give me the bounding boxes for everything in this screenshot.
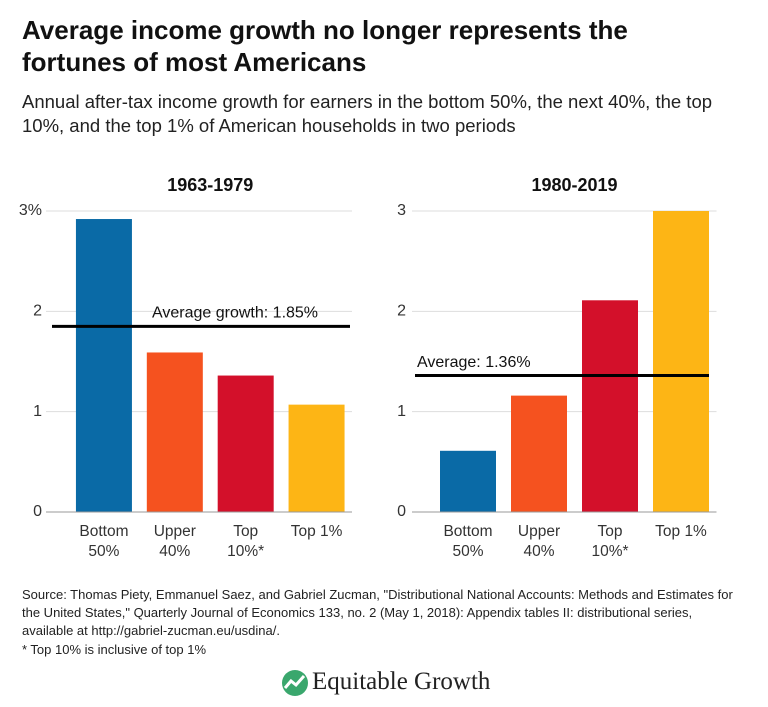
x-tick-label: Bottom 50% [79,523,129,560]
bar [582,300,638,512]
bar [217,375,274,512]
x-tick-label: Top 10%* [591,523,629,560]
subtitle: Annual after-tax income growth for earne… [22,91,713,136]
average-label: Average: 1.36% [417,354,531,371]
panel-title: 1980-2019 [531,175,617,195]
x-tick-label: Upper 40% [153,523,196,560]
bar [653,211,709,512]
footnote: * Top 10% is inclusive of top 1% [22,642,207,657]
source: Source: Thomas Piety, Emmanuel Saez, and… [22,587,733,638]
chart: 1963-1979 0 1 2 3% Average growth: 1.85% 1980-… [19,175,717,520]
x-tick-label: Bottom 50% [443,523,493,560]
x-tick-label: Top 10%* [227,523,265,560]
y-tick-label: 2 [397,303,406,320]
y-tick-label: 1 [33,403,42,420]
x-tick-label: Upper 40% [517,523,561,560]
average-label: Average growth: 1.85% [152,305,318,322]
panel-title: 1963-1979 [167,175,253,195]
y-tick-label: 0 [397,503,406,520]
y-tick-label: 3% [19,202,42,219]
x-tick-label: Top 1% [655,523,707,540]
x-tick-label: Top 1% [290,523,343,540]
title: Average income growth no longer represen… [22,15,628,77]
bar [146,352,203,512]
y-tick-label: 3 [397,202,406,219]
y-tick-label: 2 [33,303,42,320]
brand: Equitable Growth [312,668,491,695]
y-tick-label: 1 [397,403,406,420]
bar [440,450,496,512]
bar [288,404,345,512]
bar [75,219,132,512]
y-tick-label: 0 [33,503,42,520]
bar [511,395,567,512]
brand-logo [282,670,308,696]
